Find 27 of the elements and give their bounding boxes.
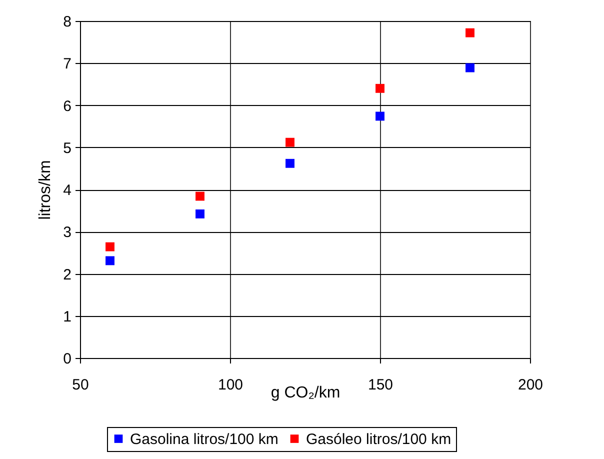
point bbox=[286, 158, 294, 168]
y-tick-label: 4 bbox=[63, 182, 72, 199]
x-axis-title: g CO₂/km bbox=[270, 384, 340, 402]
y-tick-label: 1 bbox=[63, 308, 72, 326]
point bbox=[106, 256, 114, 266]
y-tick-label: 2 bbox=[63, 266, 72, 284]
y-tick-label: 6 bbox=[63, 98, 72, 115]
x-tick-label: 50 bbox=[72, 376, 89, 394]
y-tick-label: 8 bbox=[63, 14, 72, 30]
legend-label: Gasolina litros/100 km bbox=[130, 430, 278, 448]
y-tick-label: 5 bbox=[63, 140, 72, 157]
legend-label: Gasóleo litros/100 km bbox=[306, 430, 452, 448]
point bbox=[106, 242, 114, 252]
point bbox=[466, 28, 474, 38]
point bbox=[376, 84, 384, 93]
point bbox=[376, 112, 384, 121]
x-tick-label: 100 bbox=[218, 376, 244, 394]
y-tick-label: 3 bbox=[63, 224, 72, 242]
x-tick-label: 200 bbox=[518, 376, 544, 394]
x-tick-label: 150 bbox=[368, 376, 394, 394]
y-tick-label: 7 bbox=[63, 56, 72, 73]
point bbox=[196, 209, 204, 218]
y-tick-label: 0 bbox=[63, 350, 72, 368]
point bbox=[196, 192, 204, 201]
y-axis-title: litros/km bbox=[37, 160, 54, 220]
point bbox=[466, 63, 474, 72]
point bbox=[286, 138, 294, 147]
